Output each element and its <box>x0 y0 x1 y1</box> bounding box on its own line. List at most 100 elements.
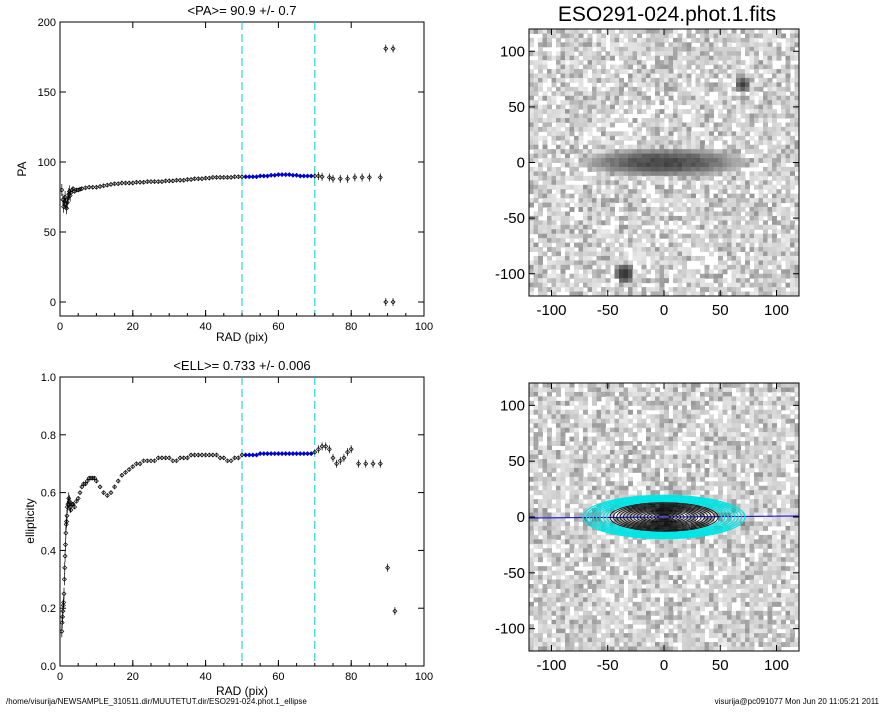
image-pixel <box>732 74 737 79</box>
image-pixel <box>781 145 786 150</box>
image-pixel <box>700 247 705 252</box>
image-pixel <box>741 91 746 96</box>
image-pixel <box>633 229 638 234</box>
image-pixel <box>732 185 737 190</box>
image-pixel <box>709 387 714 392</box>
image-pixel <box>673 383 678 388</box>
image-pixel <box>552 274 557 279</box>
image-pixel <box>633 91 638 96</box>
y-tick-label: 0.6 <box>41 488 56 500</box>
image-pixel <box>714 278 719 283</box>
image-pixel <box>781 256 786 261</box>
image-pixel <box>552 269 557 274</box>
image-pixel <box>772 468 777 473</box>
image-pixel <box>606 463 611 468</box>
image-pixel <box>606 171 611 176</box>
image-pixel <box>759 410 764 415</box>
image-pixel <box>655 392 660 397</box>
image-pixel <box>732 145 737 150</box>
image-pixel <box>561 42 566 47</box>
image-pixel <box>556 419 561 424</box>
image-pixel <box>619 252 624 257</box>
image-pixel <box>673 127 678 132</box>
image-pixel <box>750 105 755 110</box>
image-pixel <box>624 171 629 176</box>
image-pixel <box>556 29 561 34</box>
image-pixel <box>543 428 548 433</box>
image-pixel <box>534 450 539 455</box>
image-pixel <box>628 477 633 482</box>
image-pixel <box>565 154 570 159</box>
image-pixel <box>547 176 552 181</box>
image-pixel <box>763 423 768 428</box>
image-pixel <box>619 65 624 70</box>
image-pixel <box>741 189 746 194</box>
image-pixel <box>637 189 642 194</box>
image-pixel <box>750 499 755 504</box>
image-pixel <box>664 274 669 279</box>
image-pixel <box>592 194 597 199</box>
image-pixel <box>543 419 548 424</box>
image-pixel <box>678 477 683 482</box>
image-pixel <box>628 392 633 397</box>
image-pixel <box>718 131 723 136</box>
image-pixel <box>768 56 773 61</box>
image-pixel <box>660 171 665 176</box>
image-pixel <box>741 216 746 221</box>
image-pixel <box>597 198 602 203</box>
image-pixel <box>579 468 584 473</box>
image-pixel <box>745 278 750 283</box>
image-pixel <box>633 203 638 208</box>
image-pixel <box>642 69 647 74</box>
image-pixel <box>588 265 593 270</box>
image-pixel <box>786 252 791 257</box>
image-pixel <box>574 437 579 442</box>
image-pixel <box>642 247 647 252</box>
image-pixel <box>745 468 750 473</box>
image-pixel <box>736 459 741 464</box>
image-pixel <box>777 508 782 513</box>
image-pixel <box>601 163 606 168</box>
image-pixel <box>547 468 552 473</box>
image-pixel <box>655 387 660 392</box>
image-pixel <box>646 203 651 208</box>
image-pixel <box>705 29 710 34</box>
image-pixel <box>637 203 642 208</box>
image-pixel <box>637 163 642 168</box>
image-pixel <box>633 423 638 428</box>
image-pixel <box>529 437 534 442</box>
image-pixel <box>655 154 660 159</box>
image-pixel <box>556 437 561 442</box>
image-pixel <box>723 410 728 415</box>
image-pixel <box>790 387 795 392</box>
image-pixel <box>534 256 539 261</box>
image-pixel <box>763 243 768 248</box>
image-pixel <box>745 238 750 243</box>
image-pixel <box>705 118 710 123</box>
image-pixel <box>786 207 791 212</box>
image-pixel <box>763 441 768 446</box>
image-pixel <box>700 29 705 34</box>
image-pixel <box>543 446 548 451</box>
image-pixel <box>745 211 750 216</box>
image-pixel <box>565 203 570 208</box>
image-pixel <box>768 414 773 419</box>
image-pixel <box>736 69 741 74</box>
image-pixel <box>786 432 791 437</box>
image-pixel <box>651 234 656 239</box>
image-pixel <box>552 441 557 446</box>
image-pixel <box>588 56 593 61</box>
image-pixel <box>709 472 714 477</box>
image-pixel <box>601 171 606 176</box>
image-pixel <box>736 278 741 283</box>
image-pixel <box>565 401 570 406</box>
image-pixel <box>781 269 786 274</box>
image-pixel <box>579 256 584 261</box>
image-pixel <box>610 260 615 265</box>
image-pixel <box>534 278 539 283</box>
image-pixel <box>534 198 539 203</box>
image-pixel <box>669 118 674 123</box>
image-pixel <box>538 185 543 190</box>
image-pixel <box>619 383 624 388</box>
